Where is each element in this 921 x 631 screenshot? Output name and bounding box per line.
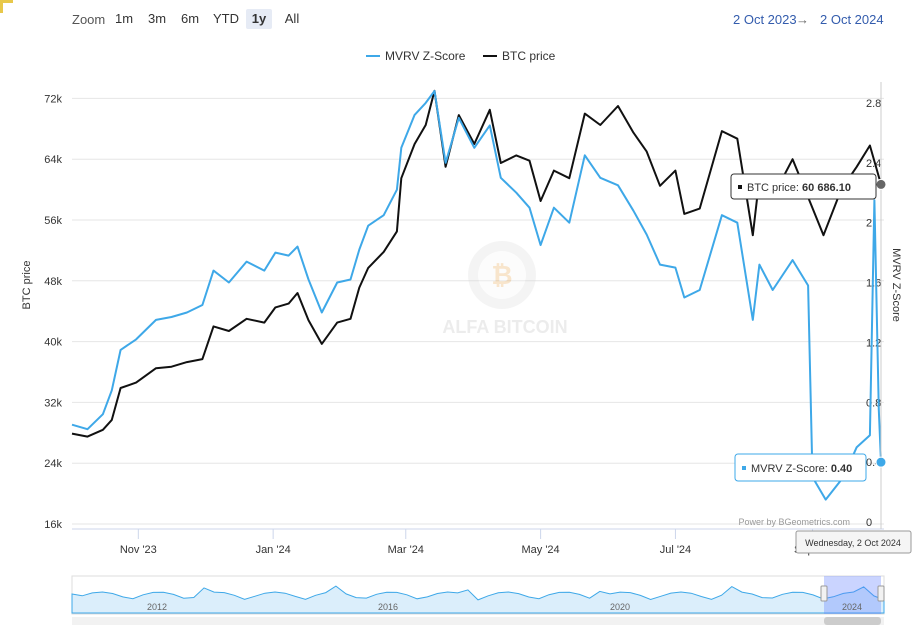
mvrv-tooltip: MVRV Z-Score: 0.40 <box>734 453 867 482</box>
y-left-tick-label: 48k <box>44 276 62 288</box>
y-left-tick-label: 24k <box>44 458 62 470</box>
zoom-3m-button[interactable]: 3m <box>147 11 167 26</box>
zoom-1m-button[interactable]: 1m <box>114 11 134 26</box>
date-tooltip: Wednesday, 2 Oct 2024 <box>795 530 912 554</box>
corner-marker <box>0 0 13 13</box>
zoom-ytd-button[interactable]: YTD <box>213 11 239 26</box>
mvrv-tooltip-swatch <box>742 466 746 470</box>
scrollbar-thumb[interactable] <box>824 617 881 625</box>
y-right-tick-label: 2.8 <box>866 98 881 110</box>
y-left-tick-label: 56k <box>44 215 62 227</box>
y-left-tick-label: 40k <box>44 337 62 349</box>
y-left-tick-label: 32k <box>44 397 62 409</box>
y-right-tick-label: 1.2 <box>866 337 881 349</box>
y-left-axis-title: BTC price <box>21 261 33 310</box>
y-right-tick-label: 0 <box>866 517 872 529</box>
btc-tooltip-swatch <box>738 185 742 189</box>
btc-tooltip: BTC price: 60 686.10 <box>730 173 877 200</box>
range-separator-arrow-icon: → <box>796 12 809 27</box>
x-tick-label: Nov '23 <box>120 544 157 556</box>
zoom-all-button[interactable]: All <box>284 11 300 26</box>
svg-text:MVRV Z-Score: 0.40: MVRV Z-Score: 0.40 <box>751 463 852 475</box>
x-tick-label: May '24 <box>522 544 560 556</box>
x-tick-label: Jan '24 <box>256 544 291 556</box>
x-tick-label: Jul '24 <box>660 544 691 556</box>
navigator-label: 2012 <box>147 602 167 612</box>
btc-tooltip-label: BTC price: <box>747 182 799 194</box>
navigator[interactable]: 2012 2016 2020 2024 <box>71 575 885 625</box>
watermark-logo: ₿ ALFA BITCOIN <box>442 241 568 337</box>
range-to-input[interactable]: 2 Oct 2024 <box>820 12 884 27</box>
zoom-1y-button[interactable]: 1y <box>246 9 272 29</box>
y-right-axis-title: MVRV Z-Score <box>890 248 902 322</box>
hover-markers <box>875 82 887 529</box>
grid-lines <box>72 97 884 525</box>
btc-tooltip-value: 60 686.10 <box>802 182 851 194</box>
navigator-right-handle[interactable] <box>877 585 885 602</box>
watermark-bitcoin-symbol: ₿ <box>491 260 512 290</box>
navigator-left-handle[interactable] <box>820 585 828 602</box>
zoom-6m-button[interactable]: 6m <box>180 11 200 26</box>
date-tooltip-text: Wednesday, 2 Oct 2024 <box>805 538 901 548</box>
navigator-label: 2016 <box>378 602 398 612</box>
watermark-text: ALFA BITCOIN <box>442 317 567 337</box>
chart-toolbar: Zoom 1m 3m 6m YTD 1y All 2 Oct 2023 → 2 … <box>0 0 921 40</box>
watermark-circle <box>468 241 536 309</box>
navigator-series <box>71 585 885 614</box>
navigator-label: 2020 <box>610 602 630 612</box>
y-right-tick-label: 2.4 <box>866 158 881 170</box>
svg-text:BTC price: 60 686.10: BTC price: 60 686.10 <box>747 182 851 194</box>
navigator-selection[interactable] <box>824 576 881 614</box>
y-left-tick-label: 16k <box>44 519 62 531</box>
btc-hover-point <box>875 178 887 190</box>
y-left-tick-label: 72k <box>44 93 62 105</box>
navigator-label: 2024 <box>842 602 862 612</box>
mvrv-hover-point <box>875 456 887 468</box>
range-from-input[interactable]: 2 Oct 2023 <box>733 12 797 27</box>
mvrv-tooltip-value: 0.40 <box>831 463 852 475</box>
zoom-label: Zoom <box>72 12 106 27</box>
y-right-tick-label: 2 <box>866 218 872 230</box>
scrollbar-track[interactable] <box>72 617 884 625</box>
credits[interactable]: Power by BGeometrics.com <box>738 517 850 527</box>
x-tick-label: Mar '24 <box>388 544 424 556</box>
legend: MVRV Z-Score BTC price <box>366 49 556 63</box>
mvrv-line <box>71 90 882 501</box>
y-left-tick-label: 64k <box>44 154 62 166</box>
mvrv-tooltip-label: MVRV Z-Score: <box>751 463 828 475</box>
legend-mvrv-label: MVRV Z-Score <box>385 49 466 63</box>
mvrv-series <box>71 90 882 501</box>
watermark-inner <box>478 251 526 299</box>
legend-btc-label: BTC price <box>502 49 556 63</box>
